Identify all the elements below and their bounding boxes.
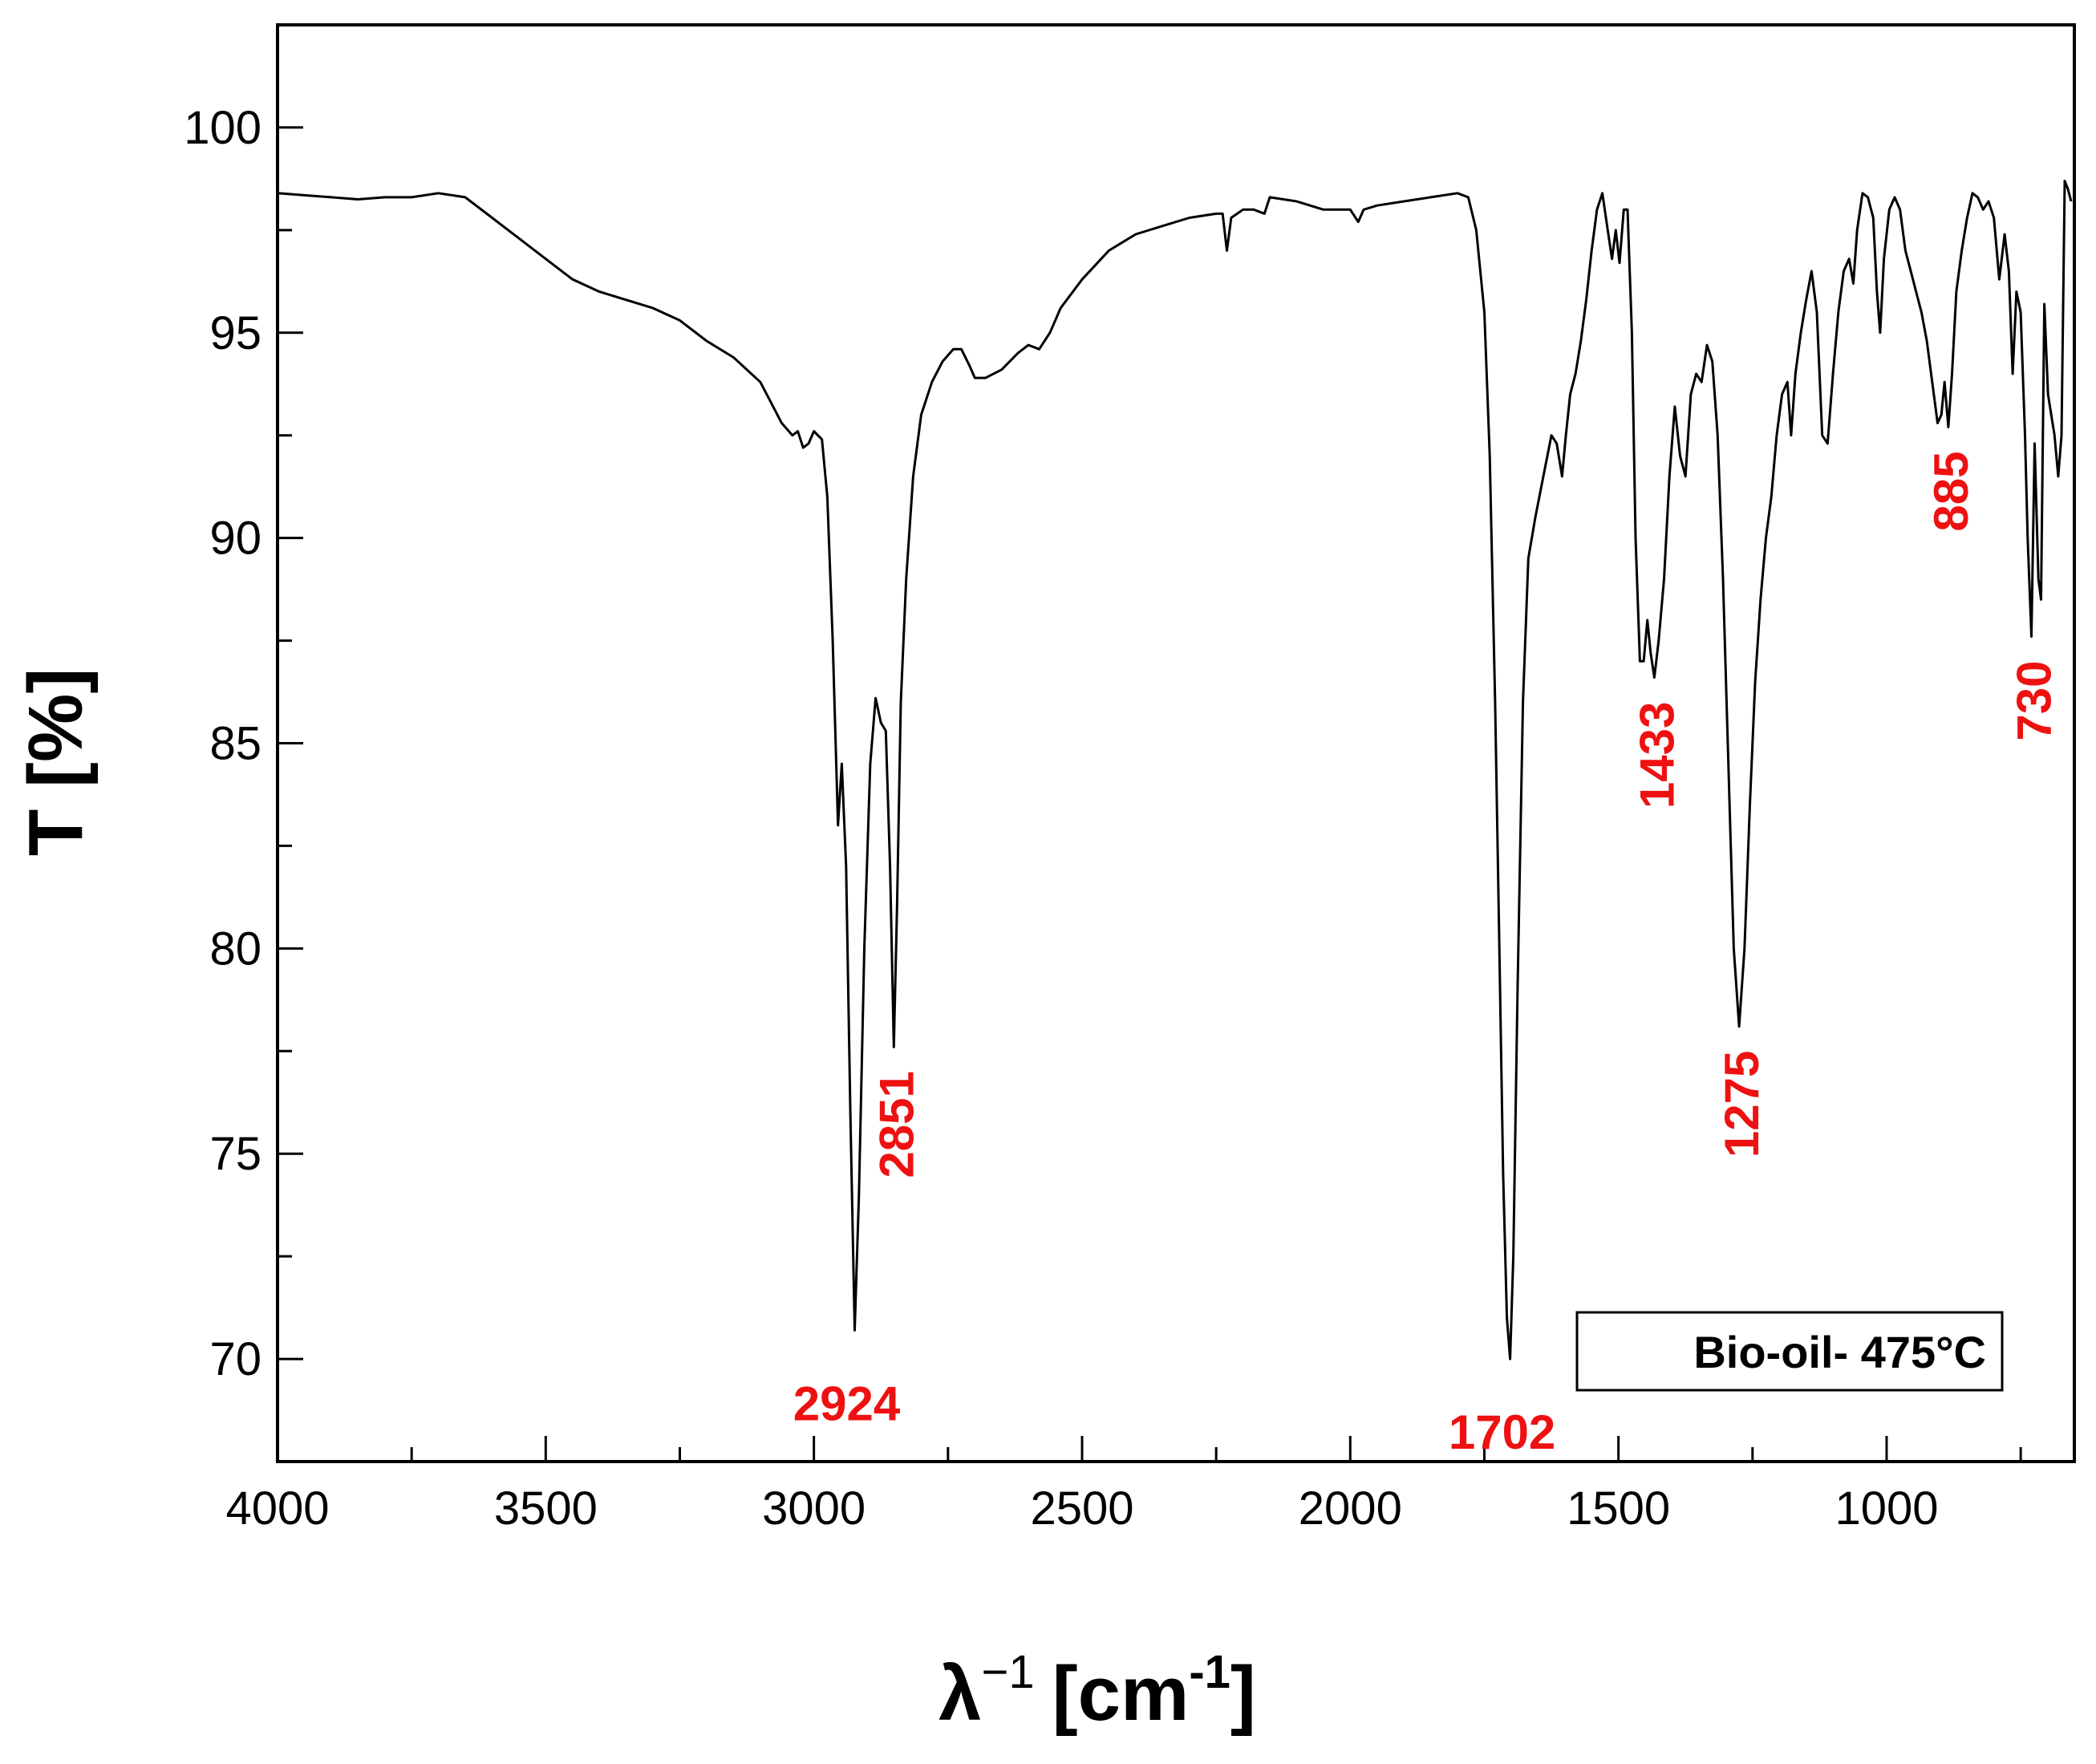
y-axis-title: T [%] [13, 668, 99, 857]
x-tick-label: 1000 [1835, 1482, 1938, 1535]
x-tick-label: 1500 [1567, 1482, 1670, 1535]
x-tick-label: 3000 [762, 1482, 866, 1535]
x-tick-label: 2000 [1299, 1482, 1402, 1535]
y-tick-label: 80 [209, 923, 261, 975]
peak-annotations: 2924 2851 1702 1433 1275 885 730 [793, 451, 2062, 1459]
plot-area-frame [276, 23, 2076, 1463]
x-tick-label: 3500 [494, 1482, 598, 1535]
x-tick-label: 4000 [225, 1482, 329, 1535]
peak-label-2924: 2924 [793, 1377, 901, 1430]
peak-label-885: 885 [1924, 451, 1978, 531]
x-tick-label: 2500 [1030, 1482, 1133, 1535]
peak-label-1275: 1275 [1715, 1051, 1769, 1158]
x-axis-title-close: ] [1230, 1651, 1256, 1737]
y-axis: 70 75 80 85 90 95 100 [184, 23, 303, 1463]
x-axis-title-base-sup: −1 [981, 1646, 1034, 1698]
x-axis-title-unit: [cm [1052, 1651, 1190, 1737]
peak-label-1702: 1702 [1449, 1405, 1555, 1459]
legend-box [1575, 1311, 2004, 1392]
y-tick-label: 95 [209, 307, 261, 359]
spectrum-line [277, 180, 2073, 1361]
peak-label-730: 730 [2008, 660, 2062, 740]
y-tick-label: 75 [209, 1128, 261, 1180]
x-axis-title: λ−1 [cm-1] [939, 1646, 1256, 1737]
x-axis-title-unit-sup: -1 [1189, 1646, 1230, 1698]
y-tick-label: 70 [209, 1333, 261, 1385]
peak-label-1433: 1433 [1630, 702, 1684, 809]
peak-label-2851: 2851 [870, 1071, 923, 1178]
y-tick-label: 85 [209, 718, 261, 770]
y-tick-label: 100 [184, 102, 261, 154]
legend-entry: Bio-oil- 475°C [1693, 1327, 1986, 1377]
legend: Bio-oil- 475°C [1575, 1311, 2004, 1392]
y-tick-label: 90 [209, 513, 261, 565]
x-axis: 4000 3500 3000 2500 2000 1500 1000 [225, 1436, 2022, 1535]
x-axis-title-base: λ [939, 1651, 981, 1737]
